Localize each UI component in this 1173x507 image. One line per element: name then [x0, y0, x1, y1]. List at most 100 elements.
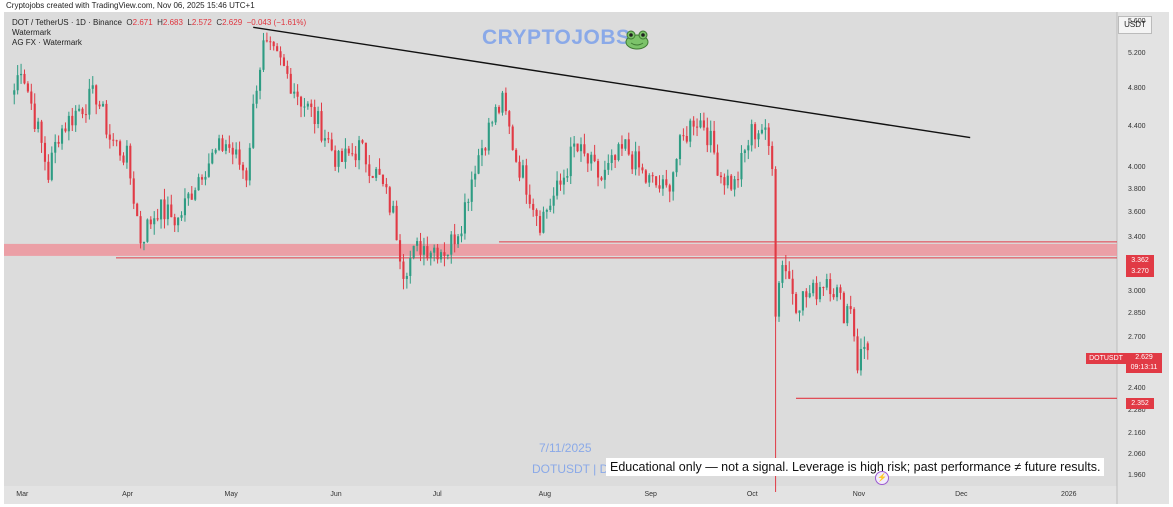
price-chart[interactable] [4, 12, 1169, 504]
candle-body [559, 180, 562, 185]
candle-body [477, 155, 480, 174]
resistance-zone [4, 243, 1117, 256]
candle-body [439, 252, 443, 260]
candle-body [84, 114, 87, 116]
chart-panel[interactable]: DOT / TetherUS · 1D · Binance O2.671 H2.… [4, 12, 1169, 504]
candle-body [190, 193, 193, 200]
zone-top-price-badge: 3.362 [1126, 255, 1154, 266]
candle-body [398, 240, 402, 262]
logo-text: CRYPTOJOBS [482, 26, 631, 49]
time-tick-label: Mar [16, 491, 29, 498]
candle-body [16, 75, 19, 91]
candle-body [590, 154, 593, 164]
disclaimer-text: Educational only — not a signal. Leverag… [606, 458, 1105, 476]
candle-body [78, 108, 81, 111]
candle-body [313, 107, 316, 125]
candle-body [71, 115, 74, 126]
candle-body [726, 175, 729, 186]
high-label: H [157, 18, 163, 27]
candle-body [405, 275, 408, 279]
candle-body [740, 153, 743, 180]
candle-body [354, 153, 357, 161]
low-value: 2.572 [191, 18, 212, 27]
candle-body [37, 121, 40, 129]
candle-body [98, 104, 101, 107]
price-tick-label: 4.800 [1128, 85, 1146, 93]
price-tick-label: 3.800 [1128, 185, 1146, 193]
ohlc-legend: DOT / TetherUS · 1D · Binance O2.671 H2.… [12, 18, 306, 27]
candle-body [54, 141, 57, 153]
candle-body [255, 90, 258, 104]
candle-body [795, 293, 798, 313]
candle-body [364, 142, 367, 165]
candle-body [487, 122, 490, 151]
candle-body [159, 199, 163, 220]
candle-body [296, 91, 299, 97]
candle-body [603, 169, 606, 180]
candle-body [736, 179, 740, 181]
candle-body [552, 195, 555, 206]
candle-body [716, 152, 719, 176]
candle-body [832, 294, 835, 298]
candle-body [129, 145, 132, 179]
trendline [253, 26, 971, 139]
candle-body [453, 234, 456, 245]
candle-body [136, 203, 139, 217]
candle-body [310, 103, 313, 108]
candle-body [173, 217, 176, 226]
candle-body [835, 287, 839, 298]
candle-body [306, 103, 309, 107]
candle-countdown: 09:13:11 [1130, 364, 1158, 371]
candle-body [74, 110, 77, 126]
created-by-text: Cryptojobs created with TradingView.com,… [6, 1, 255, 10]
candle-body [378, 168, 381, 175]
candle-body [576, 143, 579, 152]
time-tick-label: May [224, 491, 238, 498]
candle-body [20, 73, 23, 76]
candle-body [747, 145, 750, 151]
candle-body [105, 103, 108, 135]
candle-body [699, 120, 702, 128]
candle-body [426, 246, 429, 259]
candle-body [637, 151, 641, 168]
currency-selector[interactable]: USDT [1118, 16, 1152, 34]
candle-body [525, 165, 528, 195]
watermark-indicator-2[interactable]: AG FX · Watermark [12, 38, 82, 47]
watermark-indicator[interactable]: Watermark [12, 28, 51, 37]
candle-body [586, 153, 589, 164]
candle-body [248, 147, 251, 181]
candle-body [617, 144, 620, 161]
candle-body [132, 178, 135, 204]
candle-body [518, 161, 521, 178]
lightning-event-icon[interactable]: ⚡ [875, 471, 889, 485]
candle-body [258, 69, 262, 91]
candle-body [337, 150, 340, 167]
candle-body [562, 177, 565, 185]
candle-body [443, 252, 446, 256]
candle-body [245, 170, 248, 181]
candle-body [484, 148, 487, 151]
candle-body [286, 65, 289, 74]
candle-body [815, 282, 818, 300]
support-price-badge: 2.352 [1126, 398, 1154, 409]
candle-body [668, 185, 671, 192]
candle-body [276, 46, 279, 52]
candle-body [279, 51, 282, 58]
candle-body [504, 92, 507, 112]
candle-body [542, 211, 545, 233]
candle-body [214, 149, 217, 153]
price-tick-label: 2.060 [1128, 450, 1146, 458]
candle-body [323, 138, 326, 141]
candle-body [436, 247, 439, 260]
candle-body [798, 310, 801, 313]
candle-body [658, 185, 661, 189]
candle-body [849, 306, 852, 310]
candle-body [446, 254, 449, 256]
candle-body [463, 202, 466, 234]
candle-body [416, 241, 419, 246]
candle-body [627, 139, 630, 155]
candle-body [754, 124, 757, 140]
candle-body [470, 179, 473, 202]
candle-body [692, 120, 695, 127]
candle-body [566, 176, 569, 178]
